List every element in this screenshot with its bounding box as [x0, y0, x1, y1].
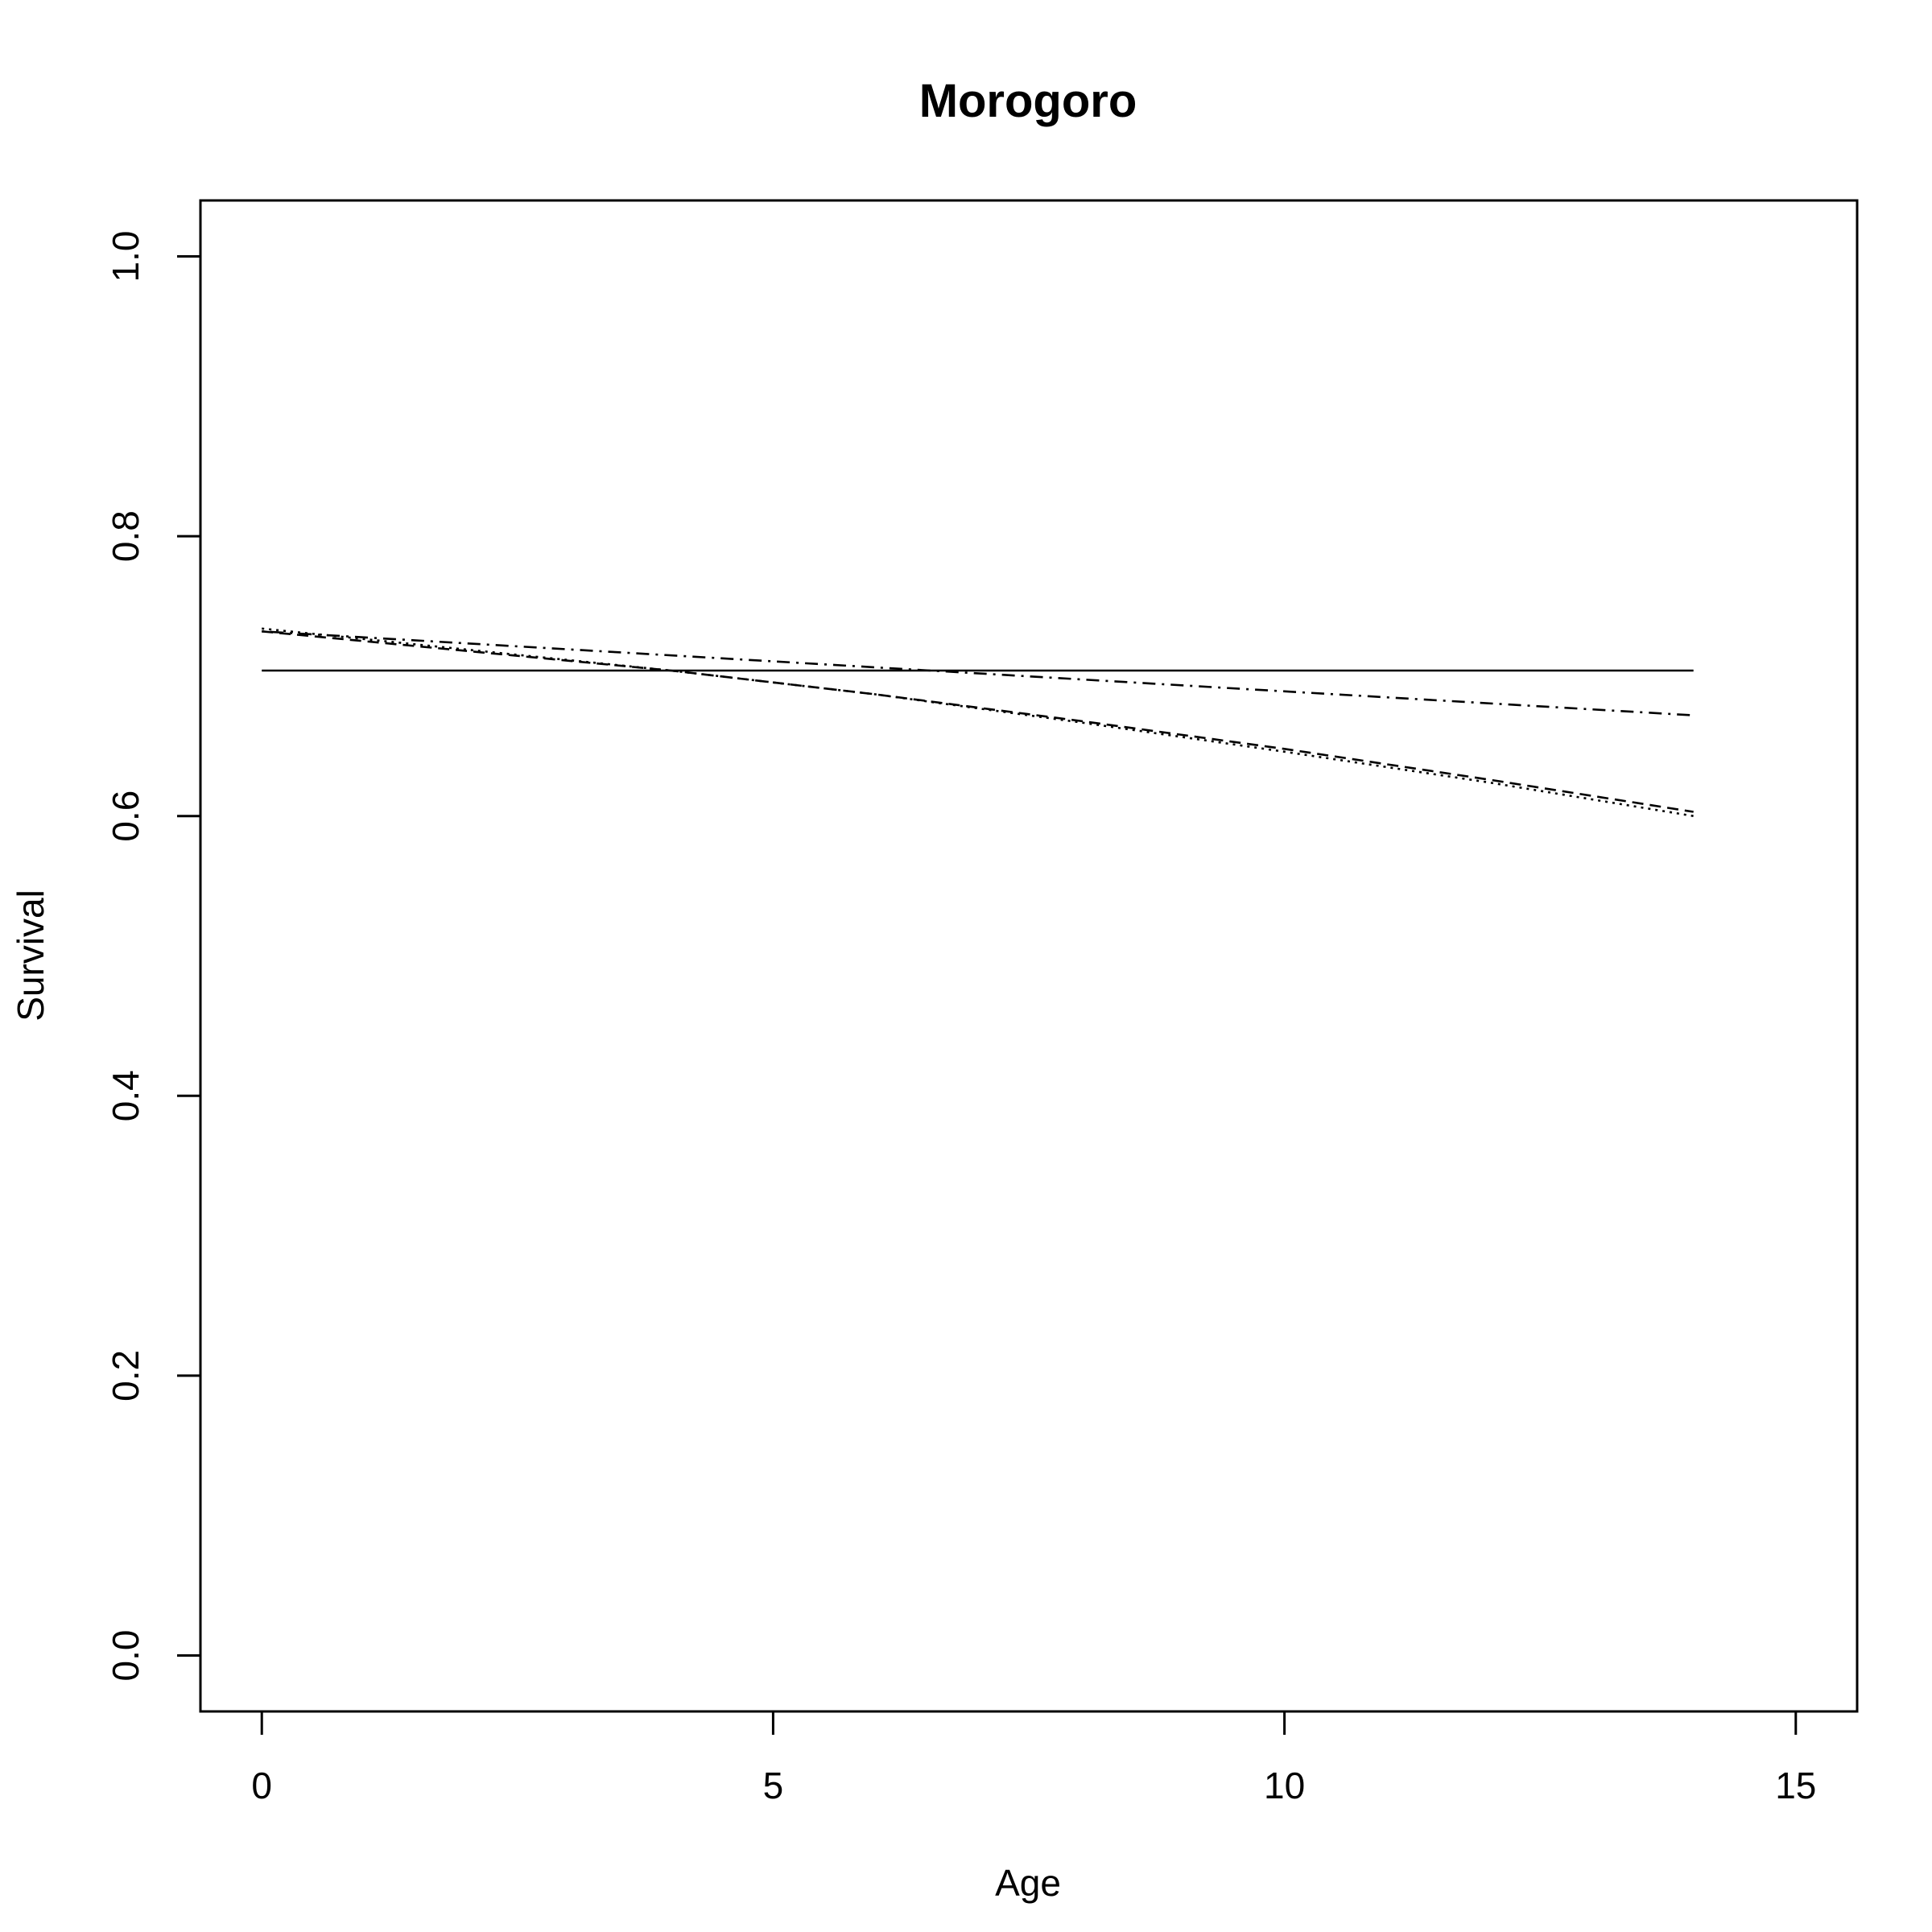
- chart-title: Morogoro: [919, 75, 1137, 127]
- series-line-dashed: [262, 630, 1694, 813]
- x-tick-label: 10: [1264, 1765, 1305, 1806]
- y-axis-label: Survival: [10, 890, 52, 1022]
- x-tick-label: 0: [251, 1765, 272, 1806]
- y-tick-label: 1.0: [105, 231, 147, 283]
- series-line-dotted: [262, 627, 1694, 817]
- plot-frame: [199, 199, 1859, 1713]
- y-axis: 0.0 0.2 0.4 0.6 0.8 1.0: [105, 231, 202, 1682]
- x-tick-label: 5: [763, 1765, 784, 1806]
- x-axis: 0 5 10 15: [251, 1710, 1816, 1806]
- series-layer: [262, 627, 1694, 817]
- y-tick-label: 0.4: [105, 1070, 147, 1121]
- series-line-dot-dash: [262, 630, 1694, 716]
- x-tick-label: 15: [1775, 1765, 1816, 1806]
- x-axis-label: Age: [995, 1862, 1061, 1904]
- y-tick-label: 0.6: [105, 791, 147, 842]
- y-tick-label: 0.0: [105, 1630, 147, 1682]
- y-tick-label: 0.2: [105, 1350, 147, 1402]
- y-tick-label: 0.8: [105, 510, 147, 562]
